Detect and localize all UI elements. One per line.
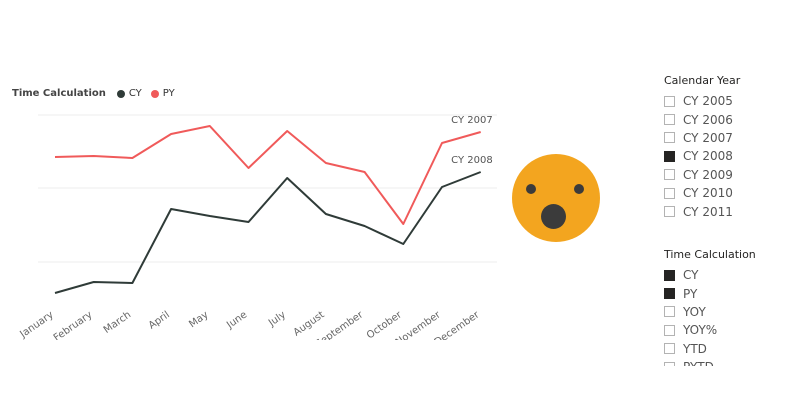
legend-item-cy[interactable]: CY	[128, 88, 142, 99]
calendar-year-list: CY 2005 CY 2006 CY 2007 CY 2008 CY 2009 CY 20…	[664, 92, 800, 221]
chart-legend: Time Calculation CY PY	[12, 88, 178, 99]
series-end-label: CY 2007	[451, 115, 493, 126]
time-calculation-item[interactable]: YTD	[664, 340, 800, 358]
x-axis-tick-label: August	[292, 309, 327, 338]
calendar-year-item[interactable]: CY 2006	[664, 110, 800, 128]
data-point-cy[interactable]	[247, 220, 251, 224]
data-point-py[interactable]	[208, 124, 212, 128]
data-point-py[interactable]	[53, 155, 57, 159]
data-point-cy[interactable]	[169, 207, 173, 211]
checked-checkbox-icon[interactable]	[664, 288, 675, 300]
x-axis-tick-label: March	[102, 309, 133, 335]
legend-item-py[interactable]: PY	[162, 88, 175, 99]
data-point-cy[interactable]	[92, 280, 96, 284]
data-point-cy[interactable]	[401, 242, 405, 246]
series-line-py[interactable]	[54, 125, 481, 225]
legend-title: Time Calculation	[12, 88, 106, 99]
x-axis-tick-label: May	[187, 309, 210, 330]
surprised-face-emoji-icon	[512, 154, 600, 242]
data-point-cy[interactable]	[130, 281, 134, 285]
calendar-year-item-label: CY 2007	[683, 130, 733, 145]
unchecked-checkbox-icon[interactable]	[664, 187, 675, 199]
calendar-year-item[interactable]: CY 2007	[664, 129, 800, 147]
calendar-year-item-label: CY 2008	[683, 149, 733, 164]
x-axis-tick-label: February	[52, 309, 95, 340]
time-calculation-item[interactable]: YOY%	[664, 321, 800, 339]
unchecked-checkbox-icon[interactable]	[664, 95, 675, 107]
data-point-py[interactable]	[479, 130, 483, 134]
data-point-py[interactable]	[285, 129, 289, 133]
calendar-year-item[interactable]: CY 2011	[664, 202, 800, 220]
calendar-year-item-label: CY 2009	[683, 167, 733, 182]
data-point-cy[interactable]	[285, 176, 289, 180]
time-calculation-item[interactable]: CY	[664, 266, 800, 284]
unchecked-checkbox-icon[interactable]	[664, 361, 675, 366]
time-calculation-slicer-title: Time Calculation	[664, 248, 756, 261]
x-axis-tick-label: November	[394, 309, 444, 340]
data-point-py[interactable]	[92, 154, 96, 158]
time-calculation-item-label: CY	[683, 268, 699, 283]
unchecked-checkbox-icon[interactable]	[664, 306, 675, 318]
time-calculation-item[interactable]: PYTD	[664, 358, 800, 366]
x-axis-tick-label: June	[224, 309, 249, 331]
time-calculation-item-label: YOY%	[683, 323, 718, 338]
data-point-py[interactable]	[440, 141, 444, 145]
data-point-cy[interactable]	[53, 291, 57, 295]
x-axis-tick-label: January	[18, 309, 56, 340]
calendar-year-slicer-title: Calendar Year	[664, 74, 741, 87]
emoji-right-eye	[574, 184, 584, 194]
x-axis-tick-label: July	[266, 309, 288, 329]
unchecked-checkbox-icon[interactable]	[664, 169, 675, 181]
unchecked-checkbox-icon[interactable]	[664, 114, 675, 126]
calendar-year-slicer: Calendar Year CY 2005 CY 2006 CY 2007 CY 20…	[664, 74, 800, 221]
data-point-cy[interactable]	[479, 170, 483, 174]
data-point-cy[interactable]	[324, 212, 328, 216]
data-point-py[interactable]	[169, 132, 173, 136]
legend-py-dot-icon	[150, 89, 159, 98]
series-end-label: CY 2008	[451, 155, 493, 166]
time-calculation-slicer: Time Calculation CY PY YOY YOY% YTD PYTD	[664, 248, 800, 366]
checked-checkbox-icon[interactable]	[664, 269, 675, 281]
calendar-year-item-label: CY 2011	[683, 204, 733, 219]
calendar-year-item[interactable]: CY 2008	[664, 147, 800, 165]
emoji-left-eye	[526, 184, 536, 194]
data-point-cy[interactable]	[208, 214, 212, 218]
emoji-mouth	[541, 204, 566, 229]
time-calculation-item-label: PY	[683, 286, 698, 301]
data-point-py[interactable]	[324, 161, 328, 165]
unchecked-checkbox-icon[interactable]	[664, 132, 675, 144]
calendar-year-item[interactable]: CY 2009	[664, 166, 800, 184]
unchecked-checkbox-icon[interactable]	[664, 324, 675, 336]
calendar-year-item-label: CY 2005	[683, 94, 733, 109]
unchecked-checkbox-icon[interactable]	[664, 206, 675, 218]
data-point-py[interactable]	[130, 156, 134, 160]
time-calculation-item[interactable]: YOY	[664, 303, 800, 321]
checked-checkbox-icon[interactable]	[664, 150, 675, 162]
legend-cy-dot-icon	[116, 89, 125, 98]
data-point-py[interactable]	[247, 166, 251, 170]
time-calculation-item-label: PYTD	[683, 360, 714, 366]
data-point-cy[interactable]	[363, 224, 367, 228]
time-calculation-list: CY PY YOY YOY% YTD PYTD	[664, 266, 800, 366]
unchecked-checkbox-icon[interactable]	[664, 343, 675, 355]
data-point-cy[interactable]	[440, 185, 444, 189]
calendar-year-item-label: CY 2006	[683, 112, 733, 127]
time-calculation-item[interactable]: PY	[664, 284, 800, 302]
series-line-cy[interactable]	[54, 171, 482, 294]
x-axis-tick-label: December	[433, 309, 483, 340]
data-point-py[interactable]	[363, 170, 367, 174]
calendar-year-item-label: CY 2010	[683, 186, 733, 201]
data-point-py[interactable]	[401, 222, 405, 226]
time-calculation-item-label: YTD	[683, 341, 707, 356]
calendar-year-item[interactable]: CY 2005	[664, 92, 800, 110]
calendar-year-item[interactable]: CY 2010	[664, 184, 800, 202]
x-axis-tick-label: April	[147, 309, 172, 331]
time-calculation-item-label: YOY	[683, 304, 706, 319]
